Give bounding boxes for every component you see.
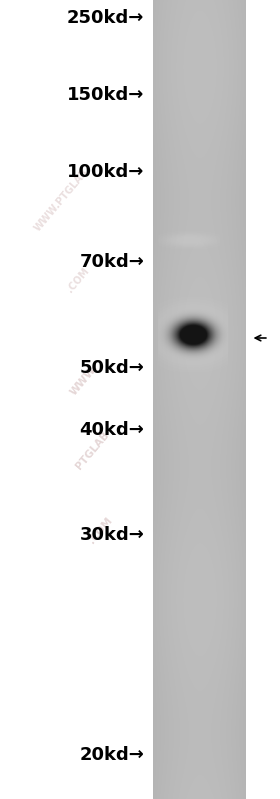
Text: 40kd→: 40kd→ [79,421,144,439]
Text: WWW.PTGLAB: WWW.PTGLAB [33,167,90,233]
Text: WWW.: WWW. [68,363,100,398]
Text: 250kd→: 250kd→ [67,9,144,27]
Text: .COM: .COM [87,515,115,545]
Text: 100kd→: 100kd→ [67,163,144,181]
Text: 30kd→: 30kd→ [79,526,144,544]
Text: 20kd→: 20kd→ [79,746,144,764]
Text: 50kd→: 50kd→ [79,359,144,377]
Text: 70kd→: 70kd→ [79,253,144,271]
Text: 150kd→: 150kd→ [67,86,144,104]
Text: PTGLAB: PTGLAB [74,429,111,471]
Text: .COM: .COM [65,266,92,294]
